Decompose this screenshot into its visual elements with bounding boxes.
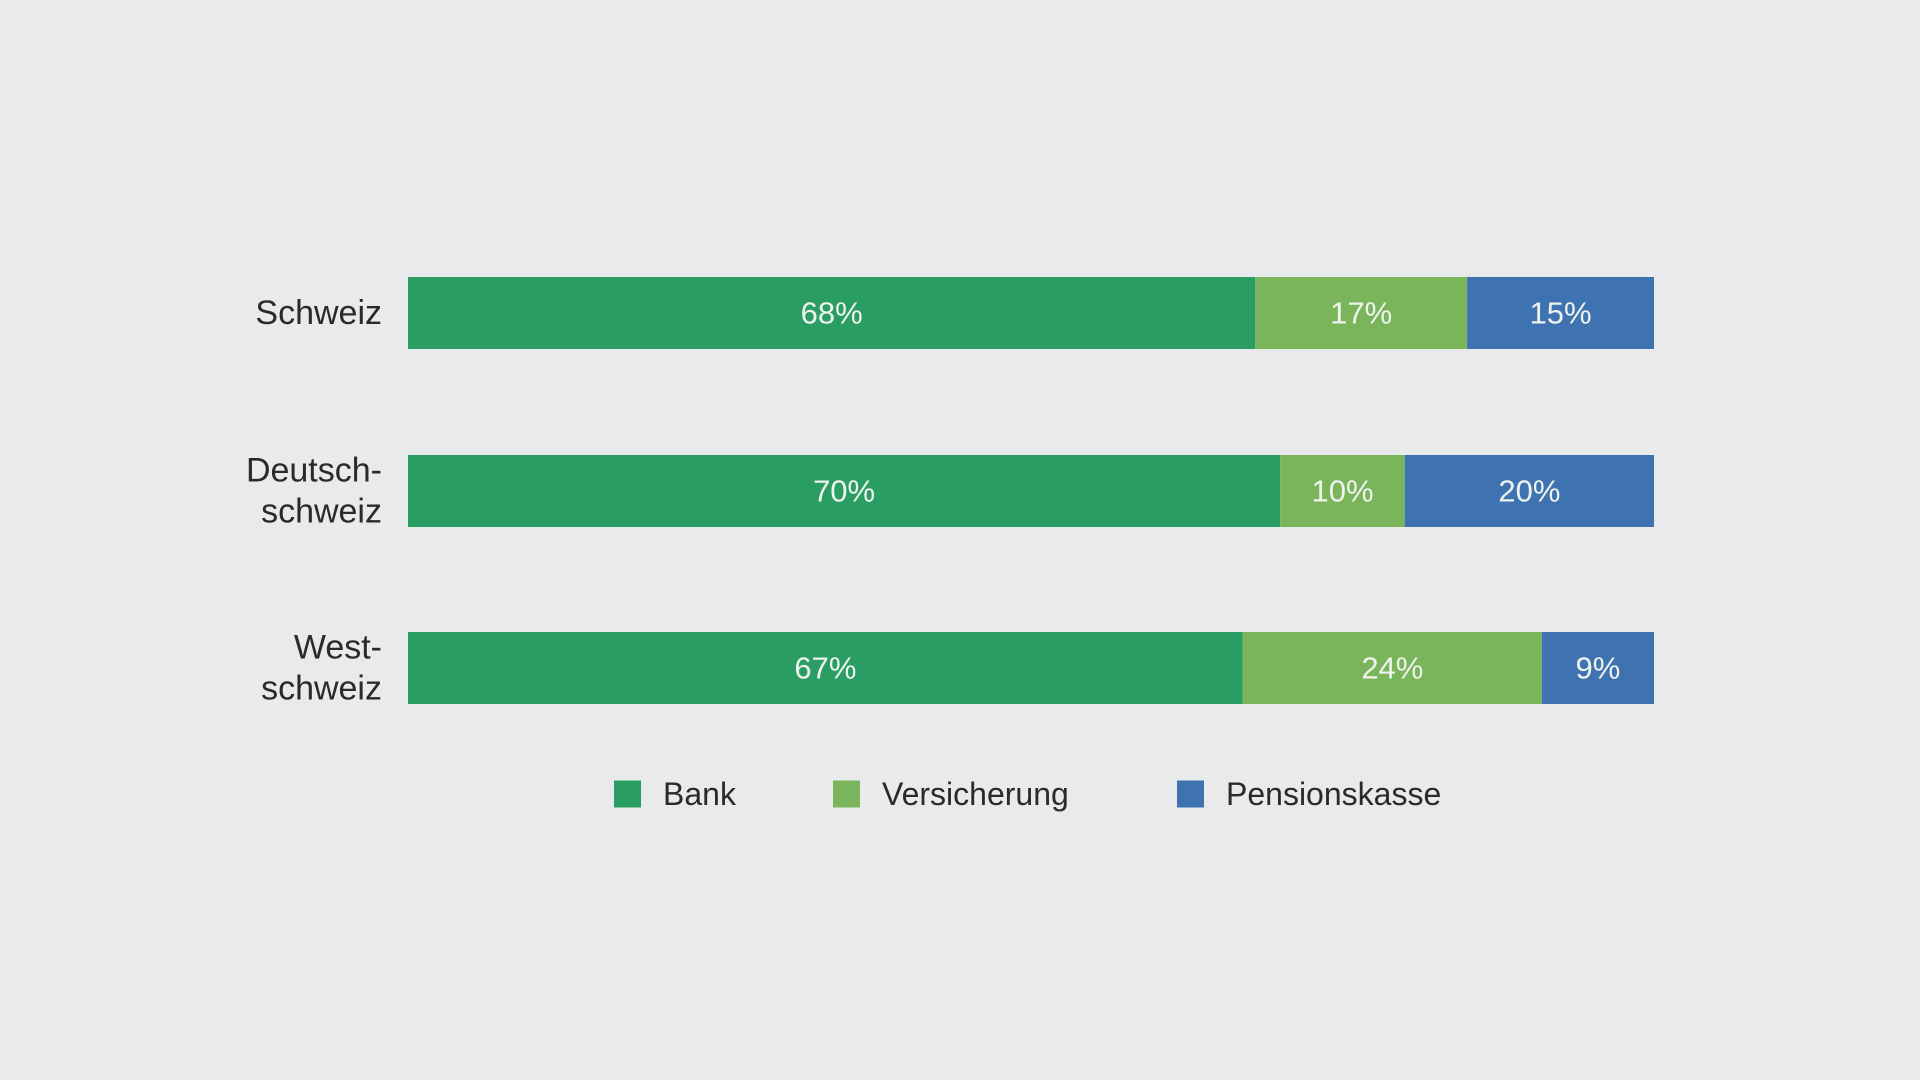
category-label-line: Deutsch- bbox=[246, 452, 382, 490]
data-label: 68% bbox=[801, 296, 863, 331]
data-label: 9% bbox=[1576, 651, 1621, 686]
legend-swatch bbox=[833, 780, 860, 808]
legend-label: Versicherung bbox=[882, 776, 1069, 812]
bar-segment-bank bbox=[408, 455, 1281, 527]
bar-segment-versicherung bbox=[1280, 455, 1405, 527]
legend: Bank Versicherung Pensionskasse bbox=[614, 776, 1441, 812]
category-label: Deutsch-schweiz bbox=[246, 452, 382, 531]
category-label: West-schweiz bbox=[261, 629, 382, 708]
legend-swatch bbox=[1177, 780, 1204, 808]
bar-row-west-schweiz: West-schweiz 67% 24% 9% bbox=[261, 629, 1654, 708]
category-label-line: schweiz bbox=[261, 670, 382, 708]
data-label: 15% bbox=[1530, 296, 1592, 331]
bar-row-schweiz: Schweiz 68% 17% 15% bbox=[255, 277, 1654, 349]
category-label-line: Schweiz bbox=[255, 294, 382, 332]
legend-item-versicherung: Versicherung bbox=[833, 776, 1069, 812]
data-label: 17% bbox=[1330, 296, 1392, 331]
category-label-line: West- bbox=[294, 629, 382, 667]
data-label: 70% bbox=[813, 474, 875, 509]
legend-label: Pensionskasse bbox=[1226, 776, 1441, 812]
data-label: 67% bbox=[794, 651, 856, 686]
legend-label: Bank bbox=[663, 776, 737, 812]
bar-segment-pensionskasse bbox=[1541, 632, 1654, 704]
bar-segment-pensionskasse bbox=[1467, 277, 1654, 349]
bar-segment-bank bbox=[408, 277, 1256, 349]
bars-layer: Schweiz 68% 17% 15% Deutsch-schweiz 70% 10% 20%… bbox=[246, 277, 1654, 708]
bar-segment-pensionskasse bbox=[1404, 455, 1654, 527]
category-label: Schweiz bbox=[255, 294, 382, 332]
data-label: 20% bbox=[1498, 474, 1560, 509]
legend-item-pensionskasse: Pensionskasse bbox=[1177, 776, 1441, 812]
data-label: 24% bbox=[1361, 651, 1423, 686]
category-label-line: schweiz bbox=[261, 493, 382, 531]
bar-segment-bank bbox=[408, 632, 1243, 704]
bar-row-deutsch-schweiz: Deutsch-schweiz 70% 10% 20% bbox=[246, 452, 1654, 531]
bar-segment-versicherung bbox=[1242, 632, 1542, 704]
bar-segment-versicherung bbox=[1255, 277, 1468, 349]
legend-item-bank: Bank bbox=[614, 776, 737, 812]
legend-swatch bbox=[614, 780, 641, 808]
data-label: 10% bbox=[1311, 474, 1373, 509]
